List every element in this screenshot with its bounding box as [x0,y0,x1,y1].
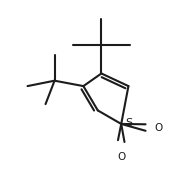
Text: O: O [154,123,162,132]
Text: S: S [125,118,132,128]
Text: O: O [117,152,125,162]
